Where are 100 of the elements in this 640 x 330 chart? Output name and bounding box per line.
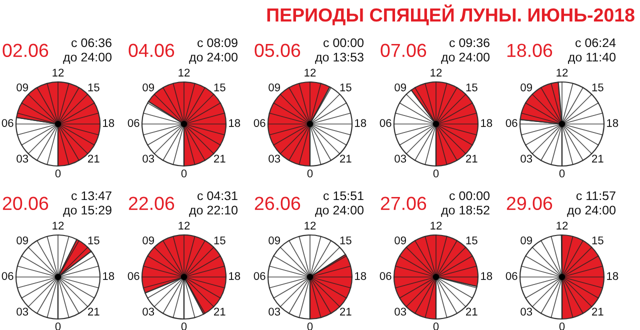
text: ПЕРИОДЫ СПЯЩЕЙ ЛУНЫ. ИЮНЬ-2018 [267, 4, 634, 26]
text: 0 [559, 170, 565, 178]
text: 09 [16, 236, 28, 244]
text: 15 [88, 236, 100, 244]
text: 15 [592, 236, 604, 244]
text: 03 [394, 308, 406, 316]
text: 12 [178, 222, 190, 230]
text: 06 [2, 272, 14, 280]
text: 09 [394, 83, 406, 92]
chart-title: 26.06 [254, 196, 300, 210]
text: 0 [181, 322, 187, 330]
text: 09 [268, 236, 280, 244]
text: 06 [254, 119, 266, 127]
text: 15 [340, 84, 352, 92]
chart-subtitle: с 15:51 до 24:00 [315, 191, 364, 217]
text: 12 [52, 68, 64, 76]
text: 0 [55, 322, 61, 330]
text: 18 [103, 272, 114, 280]
text: 03 [268, 154, 280, 163]
text: 21 [88, 154, 100, 163]
text: 21 [592, 154, 604, 163]
text: 12 [304, 68, 316, 76]
text: 18 [607, 119, 618, 127]
text: 21 [340, 308, 352, 316]
chart-title: 20.06 [2, 196, 48, 210]
text: 09 [520, 83, 532, 92]
text: 21 [466, 308, 478, 316]
text: 03 [16, 308, 28, 316]
chart-subtitle: с 09:36 до 24:00 [441, 38, 490, 64]
text: 09 [394, 236, 406, 244]
text: 0 [181, 170, 187, 178]
text: 15 [340, 236, 352, 244]
text: 15 [466, 236, 478, 244]
text: 18 [481, 272, 492, 280]
text: 21 [340, 154, 352, 163]
text: 15 [592, 84, 604, 92]
chart-title: 18.06 [507, 44, 552, 58]
chart-subtitle: с 00:00 до 13:53 [315, 38, 364, 64]
text: 15 [88, 84, 100, 92]
text: 06 [2, 119, 14, 127]
text: 03 [394, 154, 406, 163]
text: 21 [88, 308, 100, 316]
text: 0 [307, 322, 313, 330]
text: 03 [16, 154, 28, 163]
text: 12 [304, 222, 316, 230]
chart-title: 04.06 [128, 44, 174, 58]
text: 06 [506, 119, 518, 127]
text: 12 [430, 222, 442, 230]
text: 06 [380, 272, 392, 280]
text: 06 [380, 119, 392, 127]
chart-title: 27.06 [380, 196, 426, 210]
text: 15 [214, 236, 226, 244]
text: 18 [355, 272, 366, 280]
text: 18 [103, 119, 114, 127]
text: 0 [433, 322, 439, 330]
text: 06 [128, 119, 140, 127]
text: 03 [142, 308, 154, 316]
text: 03 [520, 308, 532, 316]
text: 18 [229, 119, 240, 127]
text: 12 [52, 222, 64, 230]
chart-subtitle: с 00:00 до 18:52 [441, 191, 490, 217]
text: 09 [520, 236, 532, 244]
text: 21 [592, 308, 604, 316]
text: 06 [254, 272, 266, 280]
text: 03 [142, 154, 154, 163]
text: 0 [307, 170, 313, 178]
text: 09 [16, 83, 28, 92]
text: 12 [430, 68, 442, 76]
text: 09 [142, 83, 154, 92]
chart-subtitle: с 11:57 до 24:00 [567, 191, 616, 217]
chart-title: 02.06 [2, 44, 48, 58]
chart-title: 22.06 [128, 196, 174, 210]
text: 09 [142, 236, 154, 244]
chart-subtitle: с 06:36 до 24:00 [63, 38, 112, 64]
text: 21 [214, 308, 226, 316]
text: 18 [355, 119, 366, 127]
text: 06 [506, 272, 518, 280]
text: 06 [128, 272, 140, 280]
text: 18 [481, 119, 492, 127]
chart-title: 29.06 [506, 196, 552, 210]
text: 12 [178, 68, 190, 76]
text: 18 [607, 272, 618, 280]
text: 12 [556, 222, 568, 230]
text: 03 [268, 308, 280, 316]
text: 15 [214, 84, 226, 92]
chart-subtitle: с 08:09 до 24:00 [189, 38, 238, 64]
text: 0 [55, 170, 61, 178]
text: 15 [466, 84, 478, 92]
text: 12 [556, 68, 568, 76]
text: 03 [520, 154, 532, 163]
text: 0 [433, 170, 439, 178]
chart-subtitle: с 06:24 до 11:40 [568, 38, 616, 64]
chart-subtitle: с 04:31 до 22:10 [189, 191, 238, 217]
text: 21 [466, 154, 478, 163]
chart-title: 05.06 [254, 44, 300, 58]
chart-subtitle: с 13:47 до 15:29 [63, 191, 112, 217]
chart-title: 07.06 [380, 44, 426, 58]
text: 21 [214, 154, 226, 163]
text: 0 [559, 322, 565, 330]
text: 18 [229, 272, 240, 280]
